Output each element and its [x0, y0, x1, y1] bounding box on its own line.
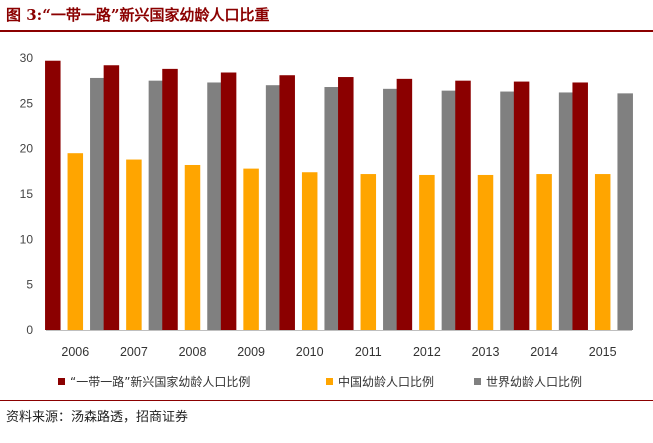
bar-series-2-2011 [360, 174, 377, 330]
bar-series-3-2012 [441, 90, 458, 330]
bar-series-3-2008 [207, 82, 223, 330]
legend-swatch-2 [326, 378, 333, 385]
bar-series-1-2015 [572, 82, 588, 330]
x-tick-label: 2008 [179, 345, 207, 359]
source-note: 资料来源：汤森路透，招商证券 [6, 410, 189, 425]
x-tick-label: 2010 [296, 345, 324, 359]
bar-series-2-2014 [536, 174, 552, 330]
bar-series-2-2008 [184, 164, 201, 330]
x-axis-labels: 2006 2007 2008 2009 2010 2011 2012 2013 2014 2015 [61, 345, 616, 359]
bars-group [45, 60, 633, 331]
x-tick-label: 2012 [413, 345, 441, 359]
x-tick-label: 2013 [472, 345, 500, 359]
title-rule [0, 30, 653, 32]
figure-title: 图 3:“一带一路”新兴国家幼龄人口比重 [6, 6, 270, 24]
x-tick-label: 2009 [237, 345, 265, 359]
bar-series-3-2009 [265, 85, 282, 330]
y-tick-label: 20 [20, 142, 34, 156]
bar-series-2-2007 [126, 159, 142, 330]
y-tick-label: 5 [26, 278, 33, 292]
y-axis-ticks: 0 5 10 15 20 25 30 [20, 51, 34, 337]
bar-series-3-2014 [558, 92, 575, 330]
y-tick-label: 10 [20, 232, 34, 246]
source-rule [0, 400, 653, 401]
bar-series-3-2013 [500, 91, 516, 331]
bar-series-3-2015 [617, 93, 633, 330]
x-tick-label: 2015 [589, 345, 617, 359]
bar-series-2-2010 [301, 172, 318, 330]
bar-series-2-2015 [594, 174, 611, 330]
y-tick-label: 0 [26, 323, 33, 337]
bar-series-1-2009 [220, 72, 237, 331]
bar-series-1-2014 [513, 81, 530, 330]
bar-chart: 0 5 10 15 20 25 30 2006 2007 2008 2009 2010 2011 201… [20, 51, 633, 389]
bar-series-3-2011 [383, 88, 399, 331]
bar-series-2-2009 [243, 168, 259, 330]
bar-series-1-2008 [162, 68, 178, 330]
x-tick-label: 2014 [530, 345, 558, 359]
bar-series-2-2006 [67, 153, 84, 330]
legend-swatch-1 [58, 378, 65, 385]
legend-label-2: 中国幼龄人口比例 [338, 374, 434, 389]
x-tick-label: 2011 [355, 345, 382, 359]
x-tick-label: 2006 [61, 345, 89, 359]
legend-swatch-3 [474, 378, 481, 385]
bar-series-1-2012 [396, 78, 413, 330]
y-tick-label: 15 [20, 187, 34, 201]
bar-series-3-2007 [148, 80, 165, 331]
bar-series-3-2006 [90, 77, 106, 331]
y-tick-label: 30 [20, 51, 34, 65]
legend: “一带一路”新兴国家幼龄人口比例 中国幼龄人口比例 世界幼龄人口比例 [58, 374, 582, 389]
legend-label-1: “一带一路”新兴国家幼龄人口比例 [70, 374, 250, 389]
bar-series-1-2011 [338, 77, 354, 330]
bar-series-1-2010 [279, 75, 295, 330]
bar-series-3-2010 [324, 87, 340, 330]
bar-series-1-2007 [103, 65, 120, 331]
bar-series-2-2012 [419, 174, 435, 330]
x-tick-label: 2007 [120, 345, 148, 359]
bar-series-1-2006 [45, 60, 61, 330]
legend-label-3: 世界幼龄人口比例 [486, 375, 582, 389]
bar-series-1-2013 [455, 80, 471, 331]
bar-series-2-2013 [477, 174, 494, 330]
y-tick-label: 25 [20, 96, 34, 110]
